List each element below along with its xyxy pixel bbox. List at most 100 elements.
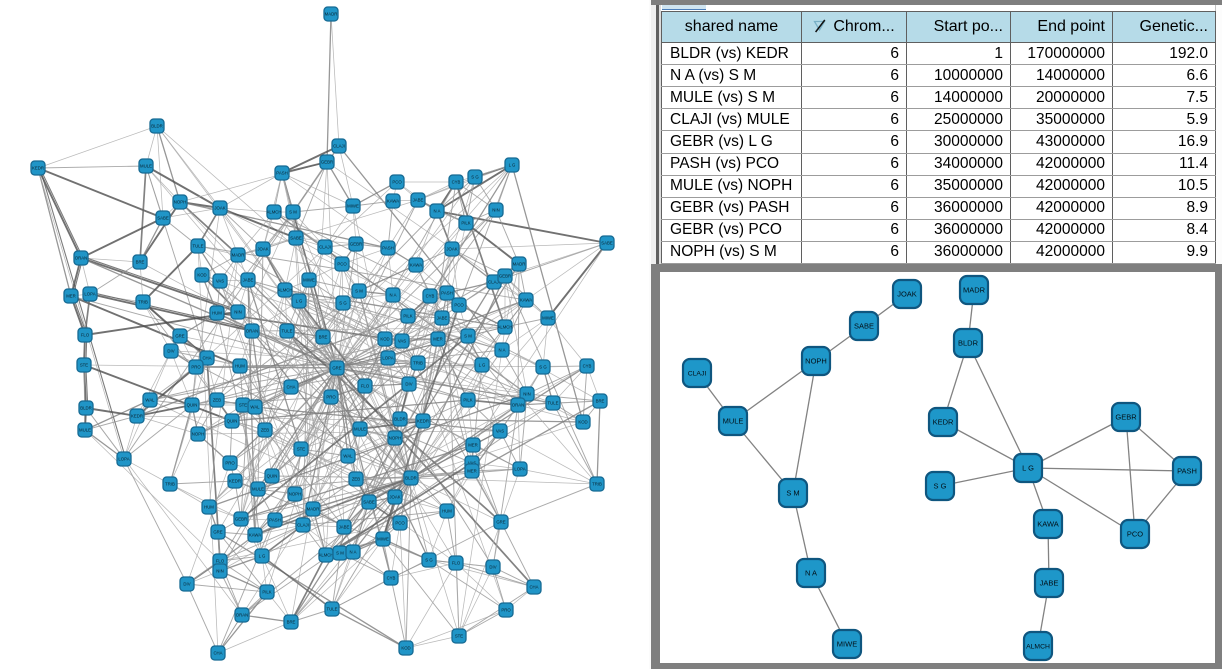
svg-text:KOD: KOD	[197, 272, 206, 277]
svg-text:JOAK: JOAK	[897, 290, 917, 299]
svg-text:MER: MER	[468, 442, 478, 447]
svg-text:JABE: JABE	[1040, 579, 1059, 588]
svg-text:S M: S M	[786, 489, 799, 498]
svg-text:KOD: KOD	[401, 645, 410, 650]
svg-text:JABE: JABE	[437, 315, 448, 320]
svg-text:LOPA: LOPA	[514, 466, 525, 471]
svg-text:PASH: PASH	[441, 290, 452, 295]
svg-text:CHA: CHA	[286, 384, 295, 389]
svg-text:NOPH: NOPH	[389, 435, 401, 440]
svg-text:KAWA: KAWA	[249, 532, 261, 537]
svg-text:BRE: BRE	[319, 334, 328, 339]
svg-text:S M: S M	[289, 209, 297, 214]
svg-text:SABE: SABE	[601, 240, 613, 245]
svg-text:PCO: PCO	[454, 302, 464, 307]
svg-text:TULE: TULE	[282, 328, 293, 333]
svg-text:WAL: WAL	[343, 453, 353, 458]
svg-text:PASH: PASH	[382, 245, 393, 250]
svg-text:CLAJI: CLAJI	[333, 143, 345, 148]
svg-text:PCO: PCO	[395, 520, 405, 525]
svg-text:MULE: MULE	[723, 417, 744, 426]
svg-text:L G: L G	[259, 553, 266, 558]
svg-text:SABE: SABE	[854, 322, 874, 331]
svg-text:ALMCH: ALMCH	[277, 287, 292, 292]
svg-text:HUM: HUM	[442, 508, 452, 513]
svg-text:JABE: JABE	[339, 524, 350, 529]
svg-text:MADR: MADR	[513, 261, 526, 266]
svg-text:LOPA: LOPA	[118, 456, 129, 461]
svg-text:ALMCH: ALMCH	[266, 209, 281, 214]
svg-text:FLO: FLO	[452, 560, 461, 565]
svg-text:MULE: MULE	[79, 427, 91, 432]
svg-text:MER: MER	[66, 293, 76, 298]
svg-text:JOAK: JOAK	[257, 246, 268, 251]
svg-text:FLO: FLO	[81, 332, 90, 337]
svg-text:S M: S M	[355, 288, 363, 293]
svg-text:PILK: PILK	[461, 220, 470, 225]
svg-text:PASH: PASH	[1177, 467, 1197, 476]
svg-text:PCO: PCO	[392, 179, 402, 184]
svg-text:KEDR: KEDR	[229, 478, 241, 483]
svg-text:GEBR: GEBR	[321, 159, 333, 164]
svg-text:MIWE: MIWE	[837, 640, 857, 649]
svg-text:L G: L G	[509, 162, 516, 167]
svg-text:KAWA: KAWA	[1037, 520, 1059, 529]
svg-text:CHA: CHA	[202, 355, 211, 360]
svg-text:NIN: NIN	[234, 309, 241, 314]
svg-text:ZEB: ZEB	[352, 476, 360, 481]
svg-text:PILK: PILK	[403, 313, 412, 318]
svg-text:ALMCH: ALMCH	[318, 552, 333, 557]
svg-text:GRE: GRE	[213, 529, 222, 534]
svg-text:NOPH: NOPH	[192, 431, 204, 436]
svg-text:BRE: BRE	[596, 398, 605, 403]
svg-text:MADR: MADR	[307, 506, 320, 511]
svg-text:PCO: PCO	[337, 261, 347, 266]
svg-text:PRO: PRO	[326, 394, 336, 399]
svg-text:ORAN: ORAN	[236, 612, 248, 617]
svg-text:MIWE: MIWE	[303, 277, 315, 282]
svg-text:QUIN: QUIN	[187, 402, 198, 407]
svg-text:L G: L G	[479, 362, 486, 367]
svg-text:GRE: GRE	[175, 333, 184, 338]
svg-text:CHA: CHA	[529, 584, 538, 589]
svg-text:STE: STE	[297, 446, 305, 451]
svg-text:ZEB: ZEB	[213, 397, 221, 402]
svg-text:BRE: BRE	[136, 259, 145, 264]
svg-text:MADR: MADR	[325, 11, 338, 16]
svg-text:TULE: TULE	[193, 243, 204, 248]
svg-text:S M: S M	[464, 333, 472, 338]
svg-text:VAS: VAS	[496, 428, 504, 433]
svg-text:BLDR: BLDR	[80, 405, 91, 410]
svg-text:MULE: MULE	[140, 163, 152, 168]
svg-text:S G: S G	[425, 557, 433, 562]
svg-text:MIWE: MIWE	[377, 536, 389, 541]
svg-text:DIV: DIV	[405, 381, 412, 386]
svg-text:S G: S G	[934, 482, 947, 491]
svg-text:FLO: FLO	[361, 383, 370, 388]
svg-text:BRE: BRE	[287, 619, 296, 624]
svg-text:PRO: PRO	[225, 460, 235, 465]
svg-text:ORAN: ORAN	[512, 402, 524, 407]
svg-text:CYB: CYB	[452, 179, 461, 184]
svg-text:PASH: PASH	[269, 517, 280, 522]
svg-text:DIV: DIV	[489, 564, 496, 569]
svg-text:S M: S M	[336, 550, 344, 555]
svg-text:CYB: CYB	[387, 575, 396, 580]
svg-text:VAS: VAS	[468, 460, 476, 465]
svg-text:ORAN: ORAN	[246, 328, 258, 333]
svg-text:MER: MER	[467, 468, 477, 473]
svg-text:CLAJI: CLAJI	[688, 371, 707, 378]
svg-text:NOPH: NOPH	[289, 491, 301, 496]
svg-text:SABE: SABE	[290, 235, 302, 240]
svg-text:NIN: NIN	[523, 391, 530, 396]
svg-text:LOPA: LOPA	[382, 355, 393, 360]
svg-text:N A: N A	[805, 569, 817, 578]
svg-text:TRIB: TRIB	[413, 360, 423, 365]
svg-text:MIWE: MIWE	[347, 203, 359, 208]
svg-text:CHA: CHA	[213, 650, 222, 655]
svg-text:NIN: NIN	[216, 568, 223, 573]
svg-text:PCO: PCO	[1127, 530, 1143, 539]
svg-text:JABE: JABE	[413, 197, 424, 202]
svg-text:N A: N A	[434, 208, 441, 213]
svg-text:NIN: NIN	[492, 207, 499, 212]
